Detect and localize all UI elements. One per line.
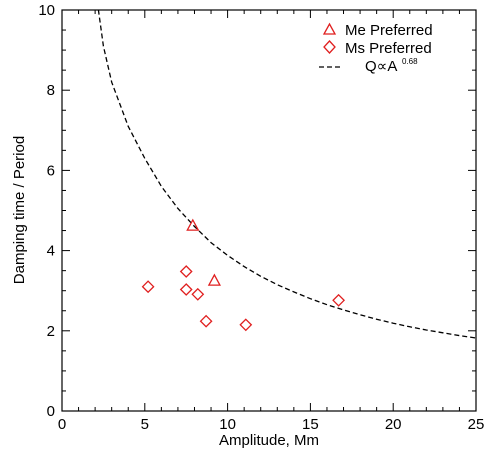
diamond-data-point — [332, 293, 346, 307]
legend: Me Preferred Ms Preferred Q∝A 0.68 — [319, 22, 433, 75]
plot-frame — [61, 9, 477, 412]
diamond-data-point — [239, 318, 253, 332]
x-tick-label: 25 — [468, 416, 485, 433]
y-tick-label: 2 — [47, 323, 55, 340]
diamond-data-point — [179, 265, 193, 278]
x-tick-label: 0 — [58, 416, 66, 433]
legend-label-me-preferred: Me Preferred — [345, 22, 433, 39]
x-tick-label: 20 — [385, 416, 402, 433]
data-points-group — [141, 218, 346, 332]
x-tick-label: 5 — [141, 416, 149, 433]
diamond-marker-icon — [323, 40, 336, 54]
legend-label-fit-curve: Q∝A — [365, 58, 397, 75]
x-tick-label: 15 — [302, 416, 319, 433]
triangle-data-point — [186, 218, 200, 231]
y-tick-label: 4 — [47, 243, 55, 260]
legend-item-me-preferred: Me Preferred — [322, 22, 433, 39]
y-axis-ticks: 0 2 4 6 8 10 — [38, 2, 476, 420]
legend-label-fit-exponent: 0.68 — [402, 57, 418, 66]
x-axis-label: Amplitude, Mm — [219, 432, 319, 449]
triangle-data-point — [207, 273, 221, 286]
diamond-data-point — [179, 283, 193, 296]
fit-curve-line — [97, 10, 476, 339]
diamond-data-point — [191, 287, 205, 301]
y-axis-label: Damping time / Period — [11, 136, 28, 284]
fit-curve-group — [97, 10, 476, 339]
legend-label-ms-preferred: Ms Preferred — [345, 40, 432, 57]
x-axis-ticks: 0 5 10 15 20 25 — [58, 10, 485, 433]
legend-item-ms-preferred: Ms Preferred — [323, 40, 432, 57]
x-tick-label: 10 — [219, 416, 236, 433]
diamond-data-point — [199, 314, 213, 328]
y-tick-label: 6 — [47, 162, 55, 179]
y-tick-label: 10 — [38, 2, 55, 19]
triangle-marker-icon — [322, 22, 337, 35]
legend-item-fit-curve: Q∝A 0.68 — [319, 57, 418, 75]
y-tick-label: 8 — [47, 82, 55, 99]
y-tick-label: 0 — [47, 403, 55, 420]
diamond-data-point — [141, 280, 155, 294]
